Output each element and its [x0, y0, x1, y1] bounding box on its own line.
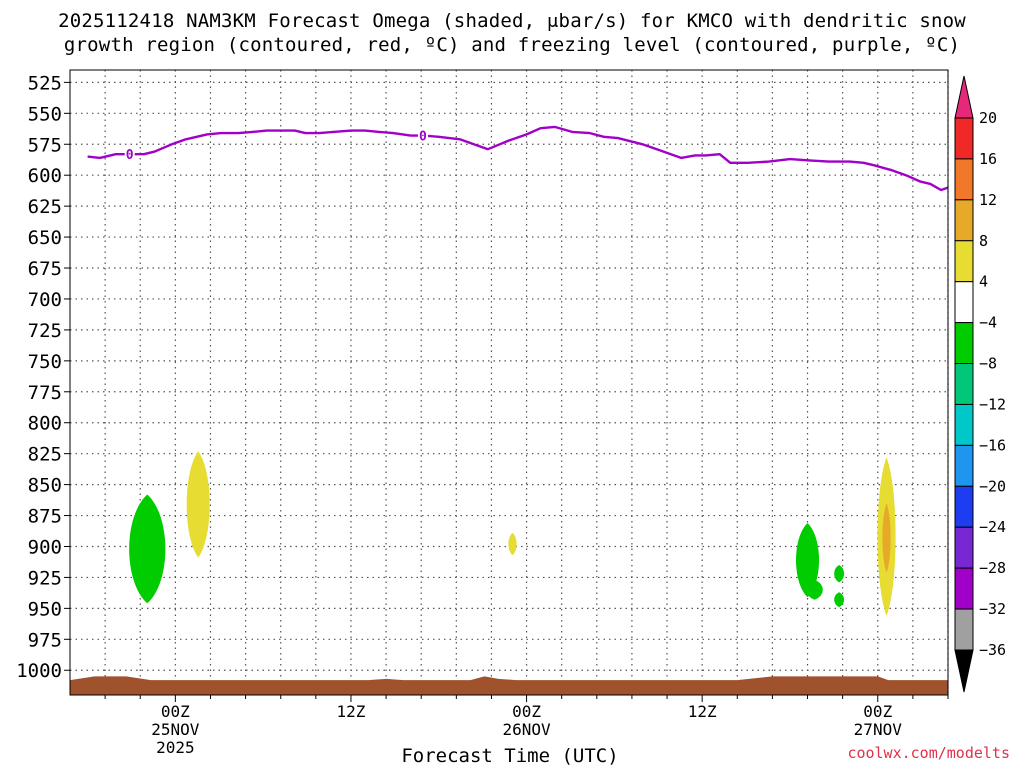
x-tick-label: 00Z [512, 702, 541, 721]
y-tick-label: 1000 [16, 660, 62, 682]
colorbar-label: 16 [979, 150, 997, 168]
y-tick-label: 650 [28, 227, 62, 249]
x-tick-label: 27NOV [854, 720, 903, 739]
x-tick-label: 00Z [863, 702, 892, 721]
colorbar-swatch [954, 444, 974, 487]
colorbar-swatch [954, 199, 974, 242]
omega-region [882, 503, 891, 573]
colorbar-swatch [954, 485, 974, 528]
y-tick-label: 850 [28, 475, 62, 497]
chart-title-line-1: 2025112418 NAM3KM Forecast Omega (shaded… [58, 10, 966, 32]
y-tick-label: 750 [28, 351, 62, 373]
colorbar-label: −4 [979, 314, 997, 332]
colorbar-label: −36 [979, 641, 1006, 659]
colorbar-swatch [954, 158, 974, 201]
x-tick-label: 25NOV [151, 720, 200, 739]
y-axis-ticks: 525 550 575 600 625 650 675 700 725 750 775 800 825 8… [16, 72, 70, 682]
y-tick-label: 575 [28, 134, 62, 156]
colorbar-label: −24 [979, 518, 1006, 536]
x-tick-label: 00Z [161, 702, 190, 721]
colorbar-label: −20 [979, 477, 1006, 495]
y-tick-label: 950 [28, 598, 62, 620]
chart-title-line-2: growth region (contoured, red, ºC) and f… [63, 34, 961, 56]
freezing-level-layer: 00 [87, 125, 949, 192]
colorbar-swatch [954, 281, 974, 324]
omega-region [834, 565, 845, 583]
freezing-level-label: 0 [126, 148, 134, 163]
colorbar-label: 8 [979, 232, 988, 250]
colorbar-swatch [954, 240, 974, 283]
plot-frame [69, 69, 949, 696]
colorbar-label: −16 [979, 436, 1006, 454]
colorbar-swatch [954, 363, 974, 405]
x-axis-label: Forecast Time (UTC) [401, 745, 619, 767]
terrain-fill [70, 676, 948, 695]
colorbar-label: 20 [979, 109, 997, 127]
colorbar-label: −28 [979, 559, 1006, 577]
omega-region [806, 579, 823, 600]
x-tick-label: 26NOV [502, 720, 551, 739]
y-tick-label: 800 [28, 413, 62, 435]
y-tick-label: 975 [28, 629, 62, 651]
colorbar: 20 16 12 8 4 −4 −8 −12 −16 −20 −24 −28 −32 −36 [954, 75, 1006, 693]
freezing-label-bg [417, 127, 428, 143]
x-tick-label: 12Z [337, 702, 366, 721]
colorbar-bottom-arrow [954, 649, 974, 693]
omega-region [186, 451, 210, 558]
colorbar-swatch [954, 403, 974, 446]
colorbar-label: −32 [979, 600, 1006, 618]
y-tick-label: 725 [28, 320, 62, 342]
colorbar-label: −12 [979, 395, 1006, 413]
colorbar-top-arrow [954, 75, 974, 119]
y-tick-label: 700 [28, 289, 62, 311]
colorbar-swatch [954, 567, 974, 610]
omega-region [508, 532, 517, 556]
omega-region [834, 592, 845, 608]
grid-lines [70, 70, 949, 695]
x-tick-label: 12Z [688, 702, 717, 721]
y-tick-label: 900 [28, 536, 62, 558]
y-tick-label: 875 [28, 506, 62, 528]
colorbar-swatch [954, 322, 974, 365]
colorbar-swatch [954, 608, 974, 651]
freezing-label-bg [124, 146, 135, 162]
terrain-layer [70, 676, 948, 695]
y-tick-label: 550 [28, 103, 62, 125]
y-tick-label: 925 [28, 567, 62, 589]
omega-region [795, 522, 820, 598]
y-tick-label: 600 [28, 165, 62, 187]
y-tick-label: 525 [28, 72, 62, 94]
y-tick-label: 675 [28, 258, 62, 280]
omega-shading-layer [129, 451, 896, 616]
colorbar-label: 12 [979, 191, 997, 209]
omega-region [129, 494, 166, 604]
credit-link[interactable]: coolwx.com/modelts [847, 744, 1010, 762]
colorbar-label: −8 [979, 355, 997, 373]
freezing-level-line [87, 125, 949, 192]
colorbar-label: 4 [979, 273, 988, 291]
colorbar-swatch [954, 526, 974, 569]
y-tick-label: 775 [28, 382, 62, 404]
freezing-level-label: 0 [419, 130, 427, 145]
colorbar-swatch [954, 117, 974, 160]
y-tick-label: 825 [28, 444, 62, 466]
x-tick-label: 2025 [156, 738, 195, 757]
y-tick-label: 625 [28, 196, 62, 218]
